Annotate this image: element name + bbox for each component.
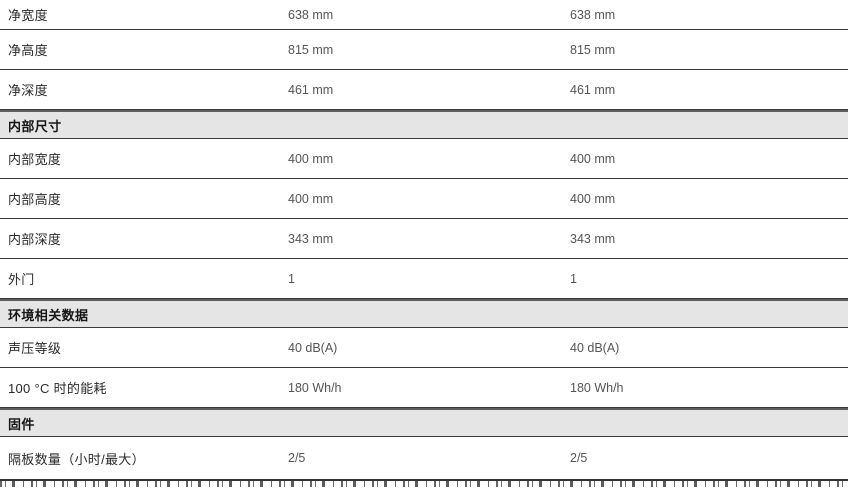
spec-rows: 净宽度 638 mm 638 mm 净高度 815 mm 815 mm 净深度 461 mm 4… bbox=[0, 0, 848, 481]
spec-label: 净深度 bbox=[8, 83, 48, 98]
spec-value-1: 638 mm bbox=[288, 7, 334, 22]
spec-row: 内部高度 400 mm 400 mm bbox=[0, 179, 848, 219]
spec-label: 内部高度 bbox=[8, 192, 62, 207]
spec-row: 净深度 461 mm 461 mm bbox=[0, 70, 848, 110]
spec-value-2: 461 mm bbox=[570, 82, 616, 97]
section-title: 固件 bbox=[8, 416, 35, 432]
spec-row: 净高度 815 mm 815 mm bbox=[0, 30, 848, 70]
spec-value-1: 180 Wh/h bbox=[288, 380, 342, 395]
spec-value-2: 2/5 bbox=[570, 451, 588, 465]
section-title: 内部尺寸 bbox=[8, 118, 62, 134]
spec-label: 声压等级 bbox=[8, 341, 62, 356]
section-header-row: 环境相关数据 bbox=[0, 299, 848, 328]
spec-value-2: 40 dB(A) bbox=[570, 340, 620, 355]
spec-row: 100 °C 时的能耗 180 Wh/h 180 Wh/h bbox=[0, 368, 848, 408]
spec-value-2: 343 mm bbox=[570, 231, 616, 246]
spec-value-2: 180 Wh/h bbox=[570, 380, 624, 395]
spec-row: 外门 1 1 bbox=[0, 259, 848, 299]
section-header-row: 内部尺寸 bbox=[0, 110, 848, 139]
spec-row: 声压等级 40 dB(A) 40 dB(A) bbox=[0, 328, 848, 368]
section-header-row: 固件 bbox=[0, 408, 848, 437]
spec-value-2: 638 mm bbox=[570, 7, 616, 22]
spec-value-2: 400 mm bbox=[570, 151, 616, 166]
spec-value-2: 400 mm bbox=[570, 191, 616, 206]
spec-value-1: 2/5 bbox=[288, 451, 306, 465]
spec-row: 内部深度 343 mm 343 mm bbox=[0, 219, 848, 259]
spec-label: 净高度 bbox=[8, 43, 48, 58]
spec-value-2: 815 mm bbox=[570, 42, 616, 57]
spec-row: 隔板数量（小时/最大） 2/5 2/5 bbox=[0, 437, 848, 481]
spec-value-2: 1 bbox=[570, 271, 577, 286]
spec-value-1: 343 mm bbox=[288, 231, 334, 246]
spec-label: 内部深度 bbox=[8, 232, 62, 247]
spec-row: 净宽度 638 mm 638 mm bbox=[0, 0, 848, 30]
spec-value-1: 815 mm bbox=[288, 42, 334, 57]
spec-label: 隔板数量（小时/最大） bbox=[8, 451, 145, 467]
clipped-footnote-row bbox=[0, 481, 846, 487]
spec-label: 内部宽度 bbox=[8, 152, 62, 167]
spec-value-1: 400 mm bbox=[288, 151, 334, 166]
spec-value-1: 461 mm bbox=[288, 82, 334, 97]
spec-value-1: 1 bbox=[288, 271, 295, 286]
spec-value-1: 40 dB(A) bbox=[288, 340, 338, 355]
spec-label: 外门 bbox=[8, 272, 35, 287]
spec-label: 100 °C 时的能耗 bbox=[8, 381, 107, 396]
spec-label: 净宽度 bbox=[8, 8, 48, 23]
section-title: 环境相关数据 bbox=[8, 307, 89, 323]
spec-row: 内部宽度 400 mm 400 mm bbox=[0, 139, 848, 179]
spec-value-1: 400 mm bbox=[288, 191, 334, 206]
